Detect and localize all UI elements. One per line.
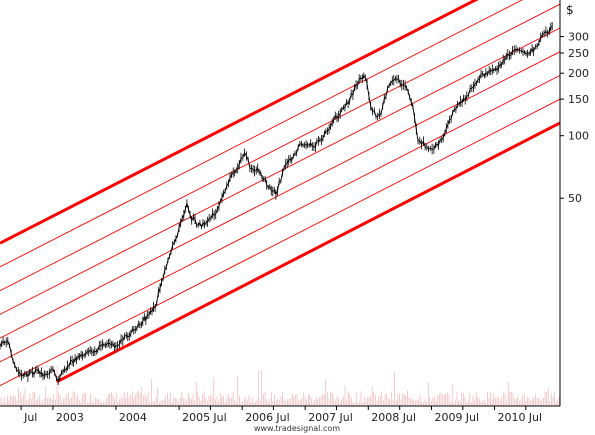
price-channel (0, 0, 560, 387)
y-axis-ticks: 300 250 200 150 100 50 (560, 31, 589, 205)
x-axis-ticks: Jul 2003 2004 2005 Jul 2006 Jul 2007 Jul 2008 Jul 2… (20, 406, 542, 424)
x-tick-label: 2008 (371, 411, 399, 424)
channel-inner-line (0, 0, 523, 268)
price-line (0, 25, 553, 382)
x-tick-label: Jul (275, 411, 289, 424)
x-tick-label: 2010 (498, 411, 526, 424)
channel-inner-line (0, 27, 560, 315)
x-tick-label: 2007 (308, 411, 336, 424)
footer-watermark: www.tradesignal.com (254, 424, 340, 433)
volume-bars (0, 366, 560, 406)
channel-boundary-line (56, 121, 560, 384)
price-series (0, 22, 553, 386)
y-tick-label: 150 (568, 93, 589, 106)
x-tick-label: 2009 (435, 411, 463, 424)
x-tick-label: 2005 (182, 411, 210, 424)
x-tick-label: Jul (339, 411, 353, 424)
x-tick-label: Jul (465, 411, 479, 424)
x-tick-label: Jul (402, 411, 416, 424)
channel-boundary-line (0, 0, 479, 245)
y-tick-label: 250 (568, 47, 589, 60)
y-axis-unit: $ (566, 3, 574, 17)
x-tick-label: Jul (23, 411, 37, 424)
x-tick-label: Jul (528, 411, 542, 424)
x-tick-label: 2004 (119, 411, 147, 424)
y-tick-label: 300 (568, 31, 589, 44)
y-tick-label: 50 (568, 192, 582, 205)
plot-area (0, 0, 560, 406)
x-tick-label: 2006 (245, 411, 273, 424)
channel-inner-line (0, 3, 560, 292)
y-tick-label: 100 (568, 130, 589, 143)
x-tick-label: Jul (212, 411, 226, 424)
channel-inner-line (0, 98, 560, 387)
channel-inner-line (0, 74, 560, 363)
x-tick-label: 2003 (56, 411, 84, 424)
y-tick-label: 200 (568, 67, 589, 80)
